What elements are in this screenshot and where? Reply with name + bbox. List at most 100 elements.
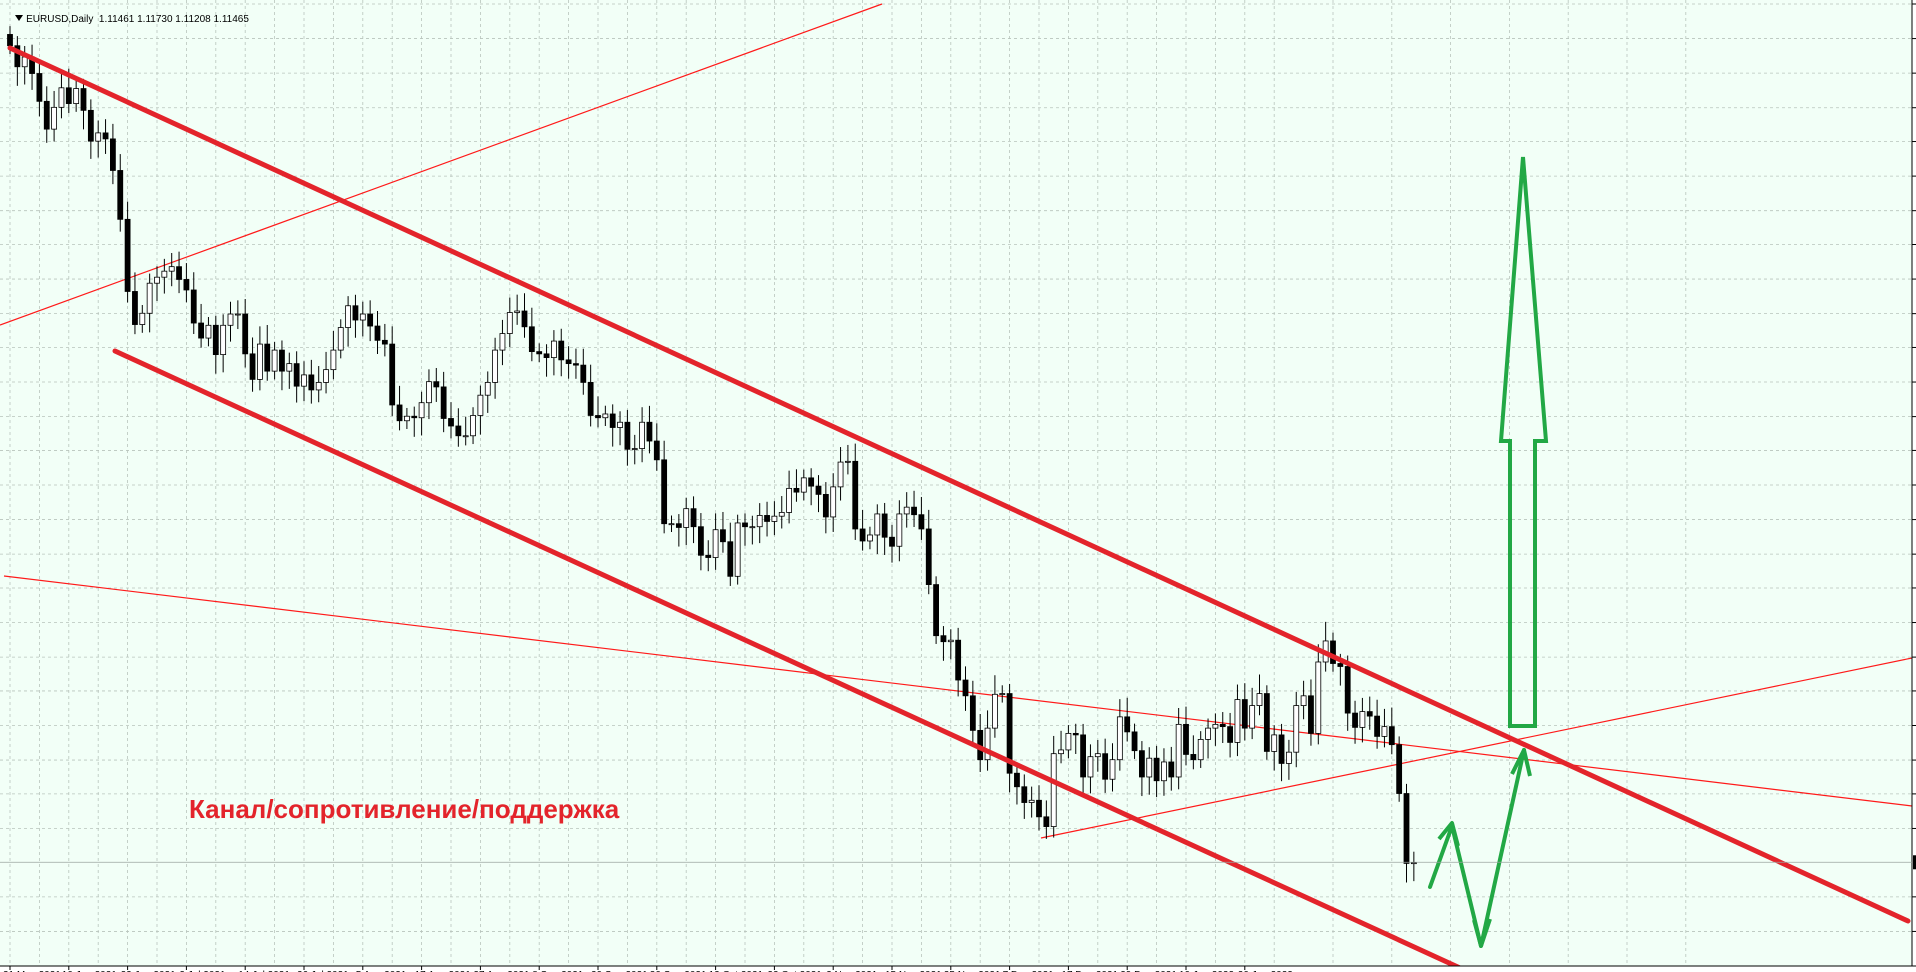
candle-body-bear xyxy=(573,363,579,366)
candle-body-bear xyxy=(183,279,190,291)
candle-body-bull xyxy=(1381,726,1388,737)
candle-body-bull xyxy=(683,508,690,528)
x-tick-label: 5 Aug 2021 xyxy=(356,970,407,972)
candle-body-bear xyxy=(558,340,565,361)
candle-body-bear xyxy=(87,109,94,142)
candle-body-bull xyxy=(947,639,954,643)
candle xyxy=(955,627,962,697)
candle-body-bear xyxy=(1183,723,1189,755)
candle xyxy=(1065,725,1072,759)
candle xyxy=(587,364,594,427)
time-axis-panel xyxy=(0,966,1916,972)
x-tick-label: 17 Aug 2021 xyxy=(415,970,472,972)
candle xyxy=(1256,674,1263,716)
candle-body-bull xyxy=(896,513,903,547)
candle xyxy=(1050,735,1057,838)
candle xyxy=(742,513,748,546)
x-tick-label: 29 Dec 2021 xyxy=(1120,970,1177,972)
candle-body-bull xyxy=(1315,661,1322,734)
open-value: 1.11461 xyxy=(98,14,135,25)
candle-body-bear xyxy=(389,343,396,406)
candle xyxy=(190,272,197,335)
candle xyxy=(367,300,374,342)
candle-body-bull xyxy=(1094,753,1101,758)
candle-body-bull xyxy=(867,534,873,542)
x-tick-label: 12 Oct 2021 xyxy=(709,970,764,972)
candle-body-bear xyxy=(43,100,50,130)
candle xyxy=(1014,762,1020,805)
x-tick-label: 17 Dec 2021 xyxy=(1061,970,1118,972)
candle-body-bull xyxy=(903,506,910,515)
candle-body-bull xyxy=(271,349,278,372)
candle-body-bull xyxy=(551,340,557,359)
candle-body-bear xyxy=(1241,699,1248,729)
candle-body-bear xyxy=(742,522,748,528)
x-tick-label: 22 Jun 2021 xyxy=(121,970,176,972)
candle-body-bear xyxy=(1227,726,1233,743)
candle xyxy=(1241,683,1248,741)
candle xyxy=(631,434,638,465)
candle xyxy=(675,514,682,547)
candle xyxy=(58,70,65,119)
candle xyxy=(183,263,190,303)
candle xyxy=(1249,687,1256,740)
candle-body-bull xyxy=(1256,693,1263,706)
candle xyxy=(1021,774,1028,819)
candle-body-bull xyxy=(874,513,881,536)
forecast-arrows xyxy=(1428,156,1549,948)
candle xyxy=(551,330,557,376)
candle xyxy=(1102,738,1109,793)
candle xyxy=(168,252,175,287)
candle-body-bull xyxy=(337,327,344,351)
candle xyxy=(815,475,822,513)
candle xyxy=(271,341,278,380)
candle-body-bear xyxy=(110,138,116,171)
candle xyxy=(110,123,116,185)
candle-body-bull xyxy=(205,324,212,339)
candle xyxy=(462,416,469,446)
candle-body-bear xyxy=(367,313,374,327)
candle-body-bear xyxy=(911,506,917,516)
candle xyxy=(286,352,293,389)
candle-body-bull xyxy=(234,313,241,316)
candle-body-bear xyxy=(955,639,962,681)
candle xyxy=(720,511,726,553)
low-value: 1.11208 xyxy=(175,14,211,25)
x-tick-label: 26 Jul 2021 xyxy=(297,970,349,972)
candle-body-bull xyxy=(602,413,609,419)
candle xyxy=(198,303,205,348)
candle-body-bear xyxy=(1168,761,1175,778)
candle-body-bull xyxy=(168,266,175,272)
candle xyxy=(1116,699,1123,771)
candle-body-bull xyxy=(426,381,432,404)
candle-body-bull xyxy=(139,312,146,325)
price-axis-panel xyxy=(1912,0,1916,972)
candle xyxy=(947,629,954,660)
current-price-tag xyxy=(1913,855,1916,870)
x-tick-label: 20 Jan 2022 xyxy=(1238,970,1293,972)
candle xyxy=(521,293,528,338)
candle xyxy=(1352,700,1358,744)
dropdown-triangle-icon[interactable] xyxy=(15,15,24,21)
candle xyxy=(1183,706,1189,766)
x-tick-label: 30 Sep 2021 xyxy=(650,970,707,972)
candle xyxy=(95,120,102,158)
candle-body-bull xyxy=(712,529,719,558)
candle xyxy=(1028,786,1035,818)
candle xyxy=(911,490,917,528)
candle xyxy=(514,294,521,325)
candle xyxy=(1381,708,1388,748)
candle xyxy=(1205,718,1211,759)
candle-body-bear xyxy=(822,493,829,518)
candle xyxy=(528,307,535,362)
candle-body-bull xyxy=(301,374,307,387)
candle xyxy=(234,300,241,330)
candle-body-bear xyxy=(440,386,447,419)
candle-body-bull xyxy=(418,402,425,419)
candle-body-bear xyxy=(1131,731,1138,752)
candle-body-bear xyxy=(1190,754,1197,761)
support-line-rising xyxy=(1040,657,1913,839)
candle xyxy=(573,348,579,379)
candle-body-bear xyxy=(279,349,285,372)
